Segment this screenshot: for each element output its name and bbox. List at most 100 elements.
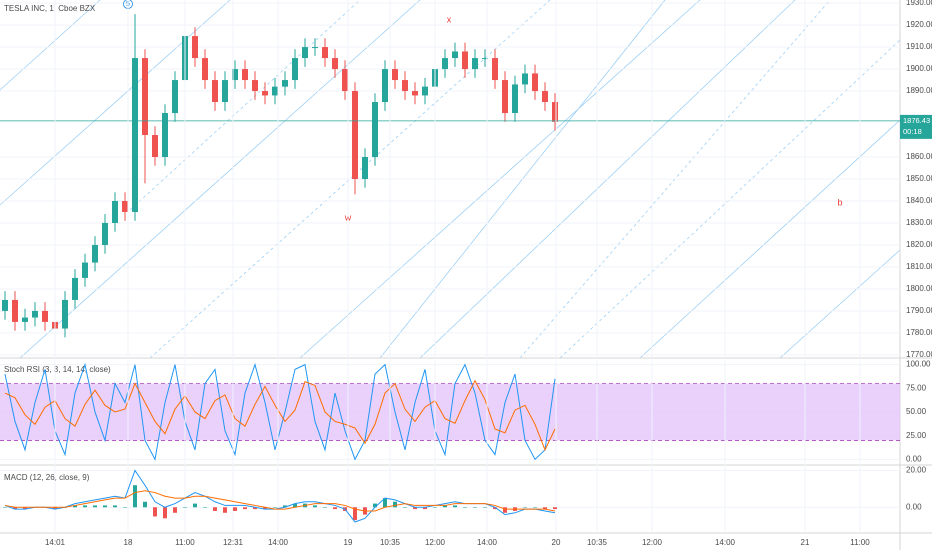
candle-body (402, 80, 408, 92)
histogram-bar (183, 507, 187, 508)
candle-body (292, 58, 298, 81)
candle-body (122, 200, 128, 212)
histogram-bar (253, 507, 257, 510)
histogram-bar (523, 507, 527, 508)
histogram-bar (503, 507, 507, 513)
histogram-bar (263, 507, 267, 510)
candle-body (232, 69, 238, 81)
x-tick-label: 14:00 (715, 538, 736, 547)
candle-body (32, 310, 38, 318)
wave-label: x (447, 14, 452, 24)
candle-body (82, 262, 88, 278)
candle-body (492, 58, 498, 81)
histogram-bar (103, 505, 107, 508)
candle-body (162, 113, 168, 158)
histogram-bar (433, 507, 437, 508)
histogram-bar (163, 507, 167, 519)
candle-body (202, 58, 208, 81)
histogram-bar (243, 507, 247, 510)
y-tick-label: 1850.00 (906, 174, 932, 183)
histogram-bar (83, 505, 87, 508)
histogram-bar (533, 507, 537, 508)
y-tick-label: 25.00 (906, 431, 927, 440)
price-tag-label: 1876.43 (903, 116, 930, 125)
candle-body (62, 299, 68, 329)
countdown-label: 00:18 (903, 127, 922, 136)
histogram-bar (453, 505, 457, 508)
candle-body (172, 80, 178, 114)
histogram-bar (123, 507, 127, 508)
histogram-bar (383, 498, 387, 508)
x-tick-label: 21 (801, 538, 810, 547)
histogram-bar (553, 507, 557, 510)
y-tick-label: 1810.00 (906, 262, 932, 271)
y-tick-label: 20.00 (906, 466, 927, 475)
candle-body (282, 80, 288, 87)
trend-line (779, 249, 900, 358)
candle-body (192, 36, 198, 59)
y-tick-label: 50.00 (906, 407, 927, 416)
y-tick-label: 1790.00 (906, 306, 932, 315)
trend-line (0, 0, 231, 206)
histogram-bar (483, 507, 487, 508)
histogram-bar (223, 507, 227, 513)
candle-body (482, 58, 488, 60)
histogram-bar (293, 503, 297, 508)
trend-line (0, 0, 101, 91)
candle-body (42, 310, 48, 322)
x-tick-label: 18 (124, 538, 133, 547)
candle-body (272, 86, 278, 96)
y-tick-label: 1840.00 (906, 196, 932, 205)
histogram-bar (113, 505, 117, 508)
histogram-bar (423, 507, 427, 510)
histogram-bar (313, 505, 317, 508)
candle-body (522, 73, 528, 85)
wave-label: b (837, 197, 842, 207)
y-tick-label: 1860.00 (906, 152, 932, 161)
candle-body (12, 299, 18, 322)
candle-body (2, 299, 8, 311)
candle-body (362, 157, 368, 179)
candle-body (552, 102, 558, 122)
candle-body (512, 84, 518, 114)
histogram-bar (23, 507, 27, 510)
candle-body (532, 73, 538, 92)
histogram-bar (93, 505, 97, 508)
candle-body (72, 277, 78, 300)
histogram-bar (273, 507, 277, 508)
histogram-bar (143, 501, 147, 508)
candle-body (392, 69, 398, 81)
candle-body (332, 58, 338, 70)
x-tick-label: 14:01 (45, 538, 66, 547)
candle-body (472, 58, 478, 70)
candle-body (342, 69, 348, 92)
y-tick-label: 1820.00 (906, 240, 932, 249)
x-tick-label: 10:35 (587, 538, 608, 547)
histogram-bar (283, 505, 287, 508)
x-tick-label: 10:35 (380, 538, 401, 547)
y-tick-label: 1890.00 (906, 86, 932, 95)
candle-body (452, 51, 458, 59)
histogram-bar (333, 507, 337, 510)
histogram-bar (13, 507, 17, 510)
candle-body (132, 58, 138, 212)
candle-body (312, 47, 318, 49)
histogram-bar (203, 507, 207, 508)
histogram-bar (323, 507, 327, 508)
candle-body (152, 135, 158, 158)
series-line (4, 362, 556, 461)
chart-title: TESLA INC, 1, Cboe BZX (4, 4, 96, 13)
candle-body (102, 222, 108, 245)
candle-body (372, 102, 378, 158)
y-tick-label: 75.00 (906, 383, 927, 392)
histogram-bar (73, 505, 77, 508)
histogram-bar (463, 507, 467, 508)
candle-body (302, 47, 308, 59)
candle-body (322, 47, 328, 59)
y-tick-label: 1770.00 (906, 350, 932, 359)
x-tick-label: 12:00 (425, 538, 446, 547)
histogram-bar (413, 507, 417, 510)
histogram-bar (543, 507, 547, 510)
